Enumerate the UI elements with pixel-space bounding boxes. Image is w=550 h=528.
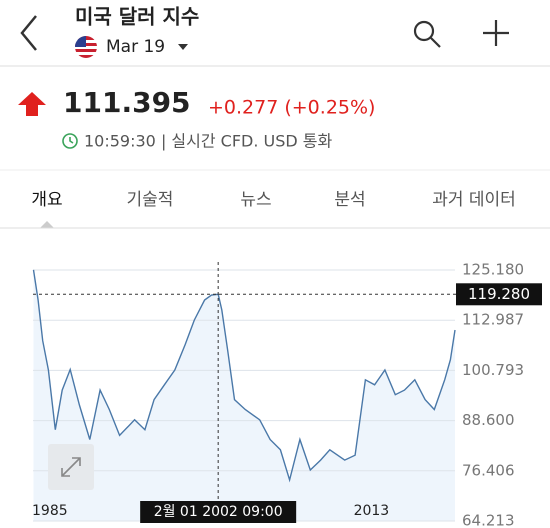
tab[interactable]: 과거 데이터 [432,190,516,210]
tab[interactable]: 분석 [334,190,365,210]
up-arrow [18,92,46,116]
y-tick-label: 112.987 [462,311,524,329]
status: 10:59:30 | 실시간 CFD. USD 통화 [84,132,333,151]
flag [75,36,97,58]
tab[interactable]: 뉴스 [240,190,271,210]
x-tick-label: 1985 [32,503,68,519]
y-tick-label: 88.600 [462,411,515,429]
y-tick-label: 125.180 [462,261,524,279]
search-button[interactable] [413,20,441,48]
area-fill [33,269,455,521]
x-tick-label: 2013 [354,503,390,519]
price: 111.395 [63,86,191,119]
contract-selector[interactable]: Mar 19 [106,37,165,57]
crosshair-x-box [140,501,297,523]
title: 미국 달러 지수 [75,5,199,29]
tab[interactable]: 개요 [31,190,62,210]
y-tick-label: 64.213 [462,512,515,528]
crosshair-y-label: 119.280 [468,285,530,303]
add-button[interactable] [483,20,509,46]
clock-icon [62,133,78,149]
dropdown-arrow[interactable] [178,44,188,50]
tab[interactable]: 기술적 [127,190,174,210]
active-tab-marker [40,221,54,228]
y-tick-label: 76.406 [462,461,515,479]
crosshair-y-box [456,283,542,306]
back-button[interactable] [20,15,37,51]
price-line [32,269,456,483]
crosshair-x-label: 2월 01 2002 09:00 [154,504,283,520]
expand-button[interactable] [48,444,94,490]
y-tick-label: 100.793 [462,361,524,379]
price-change: +0.277 (+0.25%) [208,97,375,119]
